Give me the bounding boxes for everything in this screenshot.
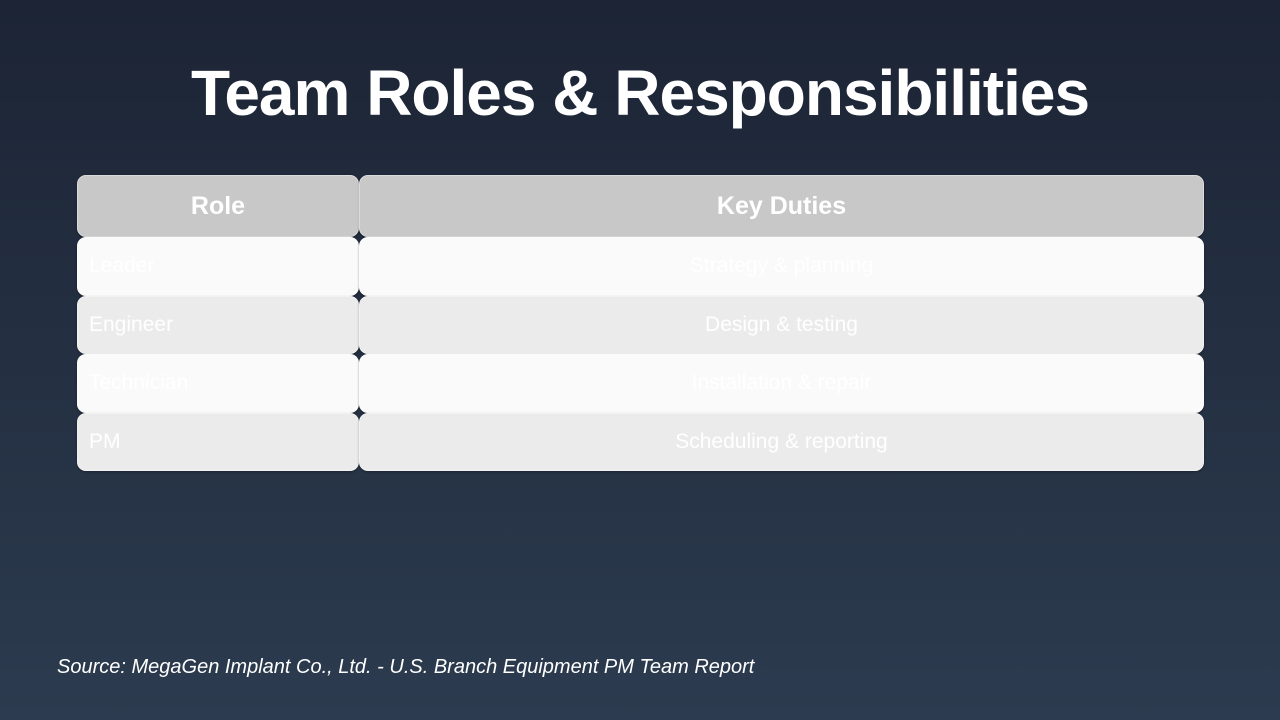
table-row: PM Scheduling & reporting	[77, 412, 1204, 471]
cell-duties: Installation & repair	[359, 354, 1204, 413]
header-role: Role	[77, 175, 359, 237]
cell-duties: Strategy & planning	[359, 237, 1204, 296]
table-header-row: Role Key Duties	[77, 175, 1204, 237]
source-caption: Source: MegaGen Implant Co., Ltd. - U.S.…	[57, 656, 755, 678]
cell-role: Leader	[77, 237, 359, 296]
roles-table: Role Key Duties Leader Strategy & planni…	[77, 175, 1204, 471]
cell-duties: Design & testing	[359, 295, 1204, 354]
cell-duties: Scheduling & reporting	[359, 412, 1204, 471]
table-row: Engineer Design & testing	[77, 295, 1204, 354]
cell-role: PM	[77, 412, 359, 471]
cell-role: Engineer	[77, 295, 359, 354]
header-key-duties: Key Duties	[359, 175, 1204, 237]
slide-title: Team Roles & Responsibilities	[190, 57, 1090, 129]
cell-role: Technician	[77, 354, 359, 413]
table-row: Technician Installation & repair	[77, 354, 1204, 413]
table-row: Leader Strategy & planning	[77, 237, 1204, 296]
